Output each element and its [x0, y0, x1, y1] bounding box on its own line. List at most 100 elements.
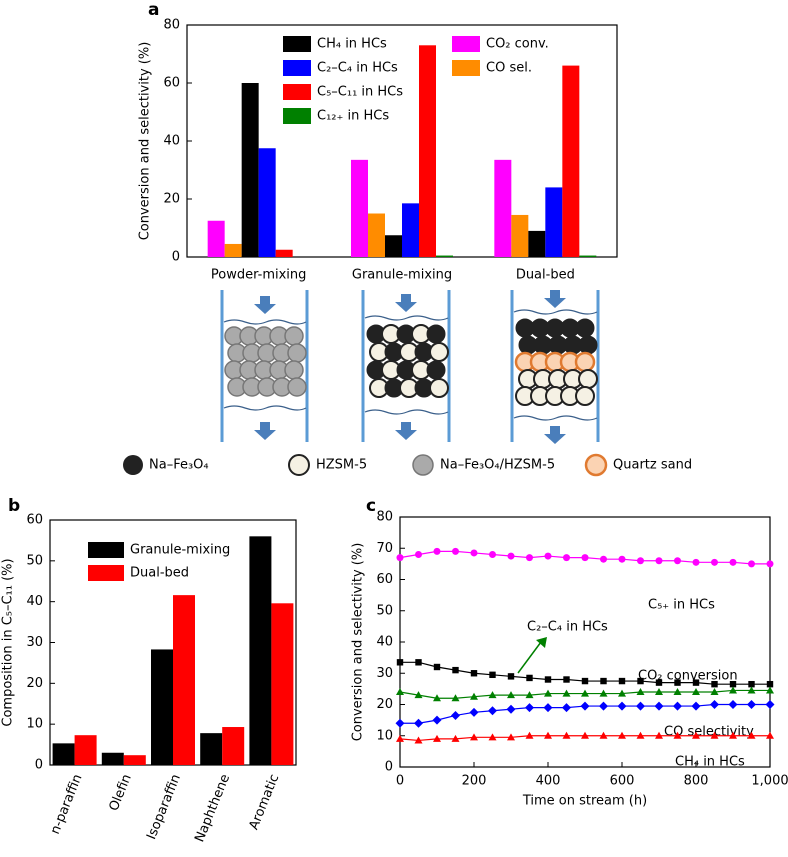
- particle: [429, 342, 449, 362]
- marker: [636, 688, 645, 695]
- x-tick-label: Dual-bed: [516, 268, 575, 283]
- y-tick-label: 10: [376, 728, 393, 743]
- marker: [526, 674, 533, 682]
- y-axis-title: Composition in C₅–C₁₁ (%): [1, 558, 16, 726]
- bar: [494, 159, 512, 257]
- marker: [507, 733, 515, 741]
- series-label: C₅₊ in HCs: [648, 598, 715, 613]
- bar: [402, 203, 419, 257]
- bar: [385, 235, 402, 257]
- marker: [655, 731, 663, 739]
- x-tick-label: 200: [462, 774, 487, 789]
- x-tick-label: Aromatic: [247, 772, 283, 832]
- marker: [451, 710, 460, 720]
- bar: [222, 727, 245, 765]
- bar: [249, 536, 272, 765]
- y-tick-label: 0: [172, 250, 180, 265]
- marker: [544, 676, 552, 683]
- particle: [575, 386, 595, 406]
- x-tick-label: Naphthene: [192, 772, 233, 844]
- marker: [748, 680, 755, 688]
- bar: [562, 65, 580, 257]
- x-tick-label: Isoparaffin: [144, 772, 184, 842]
- marker: [618, 689, 626, 697]
- legend-swatch: [88, 565, 124, 581]
- y-tick-label: 30: [376, 666, 393, 681]
- marker: [488, 733, 497, 741]
- series-label: C₂–C₄ in HCs: [527, 620, 608, 635]
- marker: [470, 733, 478, 741]
- marker: [710, 688, 719, 695]
- marker: [452, 547, 459, 555]
- x-tick-label: Olefin: [107, 772, 135, 813]
- marker: [599, 689, 608, 697]
- marker: [636, 701, 645, 711]
- marker: [581, 677, 589, 685]
- marker: [543, 703, 553, 713]
- legend-symbol: [288, 454, 310, 476]
- legend-label: HZSM-5: [316, 458, 367, 473]
- legend-swatch: [283, 108, 311, 124]
- y-tick-label: 60: [163, 76, 180, 91]
- series-label: CO₂ conversion: [638, 669, 738, 684]
- marker: [469, 707, 479, 717]
- x-tick-label: 0: [396, 774, 404, 789]
- marker: [470, 549, 478, 557]
- marker: [414, 736, 423, 744]
- y-tick-label: 10: [26, 717, 43, 732]
- marker: [433, 694, 441, 702]
- marker: [655, 557, 663, 565]
- marker: [562, 703, 571, 713]
- marker: [562, 731, 571, 739]
- particle: [284, 360, 304, 380]
- marker: [637, 557, 644, 565]
- marker: [414, 691, 423, 699]
- marker: [507, 673, 515, 680]
- y-tick-label: 40: [376, 635, 393, 650]
- marker: [599, 731, 608, 739]
- x-tick-label: Powder-mixing: [211, 268, 307, 283]
- legend-label: C₅–C₁₁ in HCs: [317, 85, 403, 100]
- marker: [692, 558, 700, 566]
- bar: [151, 649, 173, 765]
- marker: [525, 691, 534, 699]
- bar: [173, 595, 195, 765]
- marker: [525, 703, 534, 713]
- particles: [224, 318, 598, 406]
- y-tick-label: 0: [385, 760, 393, 775]
- diagram-legend: Na–Fe₃O₄ HZSM-5 Na–Fe₃O₄/HZSM-5 Quartz s…: [123, 453, 692, 477]
- marker: [766, 560, 774, 568]
- legend-swatch: [452, 60, 480, 76]
- legend-label: C₂–C₄ in HCs: [317, 61, 398, 76]
- panel-label: b: [8, 496, 20, 516]
- y-tick-label: 60: [26, 513, 43, 528]
- marker: [395, 718, 405, 728]
- y-tick-label: 50: [26, 553, 43, 568]
- marker: [637, 677, 644, 685]
- marker: [729, 680, 737, 688]
- marker: [396, 688, 404, 695]
- bed-boundary: [364, 315, 449, 415]
- legend-swatch: [283, 84, 311, 100]
- bar: [528, 230, 546, 257]
- marker: [396, 659, 404, 666]
- particle: [578, 369, 598, 389]
- bar: [224, 243, 242, 257]
- series-label: CH₄ in HCs: [675, 755, 745, 770]
- bar: [123, 755, 146, 765]
- marker: [415, 551, 422, 558]
- bar: [351, 159, 368, 257]
- marker: [600, 555, 607, 563]
- y-tick-label: 50: [376, 603, 393, 618]
- marker: [451, 734, 460, 742]
- x-tick-label: 600: [610, 774, 635, 789]
- particle: [574, 351, 596, 373]
- marker: [432, 715, 442, 725]
- marker: [655, 688, 663, 695]
- particle: [287, 343, 307, 363]
- marker: [728, 700, 738, 709]
- marker: [433, 663, 441, 671]
- marker: [711, 680, 718, 688]
- marker: [415, 659, 422, 666]
- bar: [200, 733, 223, 765]
